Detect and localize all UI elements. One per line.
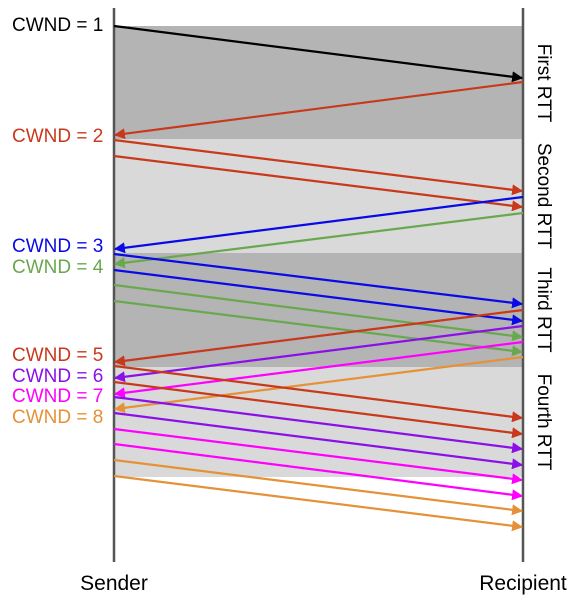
ack-arrow-5 xyxy=(113,195,524,254)
segment-arrow-16 xyxy=(113,380,524,439)
segment-arrow-4 xyxy=(113,154,524,212)
cwnd-label-6: CWND = 6 xyxy=(12,366,103,387)
rtt-bands xyxy=(114,26,523,477)
segment-arrow-8 xyxy=(113,268,524,326)
recipient-label: Recipient xyxy=(479,572,567,595)
segment-arrow-1 xyxy=(113,24,524,83)
segment-arrow-3 xyxy=(113,138,524,196)
ack-arrow-12 xyxy=(113,324,524,383)
cwnd-label-2: CWND = 2 xyxy=(12,126,103,147)
cwnd-label-1: CWND = 1 xyxy=(12,15,103,36)
rtt-label-fourth: Fourth RTT xyxy=(533,374,554,471)
cwnd-label-5: CWND = 5 xyxy=(12,345,103,366)
segment-arrow-18 xyxy=(113,411,524,470)
segment-arrow-9 xyxy=(113,283,524,342)
cwnd-label-4: CWND = 4 xyxy=(12,257,104,278)
segment-arrow-15 xyxy=(113,364,524,423)
segment-arrow-19 xyxy=(113,427,524,485)
rtt-label-second: Second RTT xyxy=(533,143,554,250)
band-first-rtt xyxy=(114,26,523,139)
segment-arrow-17 xyxy=(113,395,524,454)
segment-arrow-20 xyxy=(113,442,524,501)
cwnd-label-8: CWND = 8 xyxy=(12,407,103,428)
segment-arrows xyxy=(113,24,524,532)
rtt-label-first: First RTT xyxy=(533,44,554,123)
cwnd-labels: CWND = 1 CWND = 2 CWND = 3 CWND = 4 CWND… xyxy=(12,15,104,428)
rtt-labels: First RTT Second RTT Third RTT Fourth RT… xyxy=(533,44,554,471)
segment-arrow-7 xyxy=(113,252,524,309)
sender-label: Sender xyxy=(80,572,148,595)
ack-arrow-14 xyxy=(113,355,524,414)
cwnd-label-7: CWND = 7 xyxy=(12,386,103,407)
ack-arrow-2 xyxy=(113,80,524,140)
band-second-rtt xyxy=(114,139,523,253)
ack-arrow-6 xyxy=(113,211,524,269)
ack-arrow-13 xyxy=(113,340,524,399)
ack-arrow-11 xyxy=(113,308,524,367)
rtt-label-third: Third RTT xyxy=(533,267,554,353)
cwnd-label-3: CWND = 3 xyxy=(12,236,103,257)
segment-arrow-10 xyxy=(113,299,524,357)
segment-arrow-21 xyxy=(113,458,524,516)
segment-arrow-22 xyxy=(113,474,524,532)
